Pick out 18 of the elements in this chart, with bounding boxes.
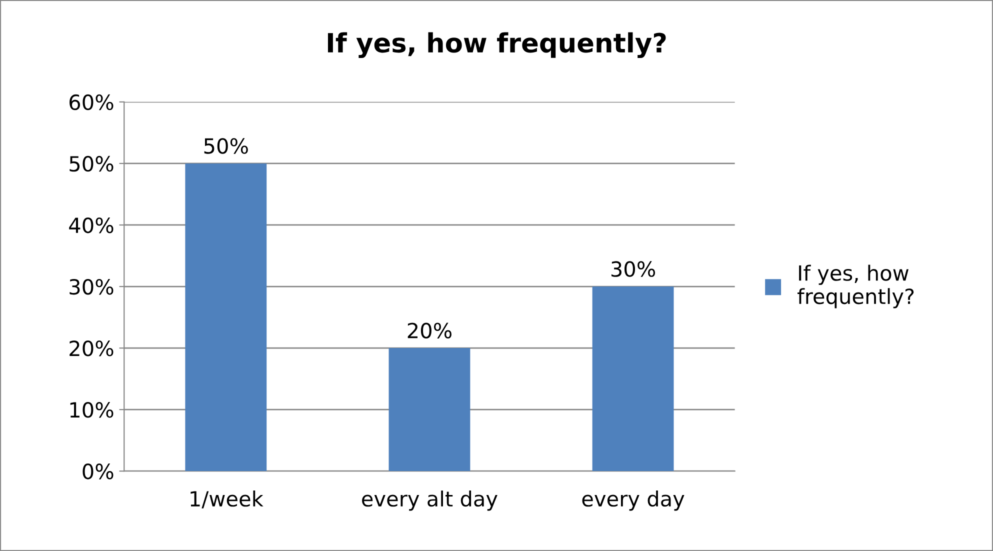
y-tick-label: 20% (70, 340, 114, 356)
x-tick-label: every alt day (362, 490, 498, 511)
y-tick-label: 10% (70, 402, 114, 418)
data-label: 50% (204, 138, 248, 154)
bar (185, 163, 267, 472)
x-tick-label: 1/week (190, 490, 264, 508)
bar (388, 348, 470, 472)
y-tick-label: 0% (82, 464, 114, 480)
legend-label: If yes, how frequently? (798, 264, 914, 308)
y-tick-label: 50% (70, 156, 114, 172)
y-tick-label: 40% (69, 217, 114, 234)
chart-title: If yes, how frequently? (328, 32, 666, 58)
y-tick-label: 60% (70, 94, 114, 110)
x-tick-label: every day (582, 490, 684, 511)
y-tick-label: 30% (70, 278, 114, 295)
data-label: 20% (408, 322, 452, 338)
data-label: 30% (611, 261, 656, 277)
bar (592, 286, 674, 472)
